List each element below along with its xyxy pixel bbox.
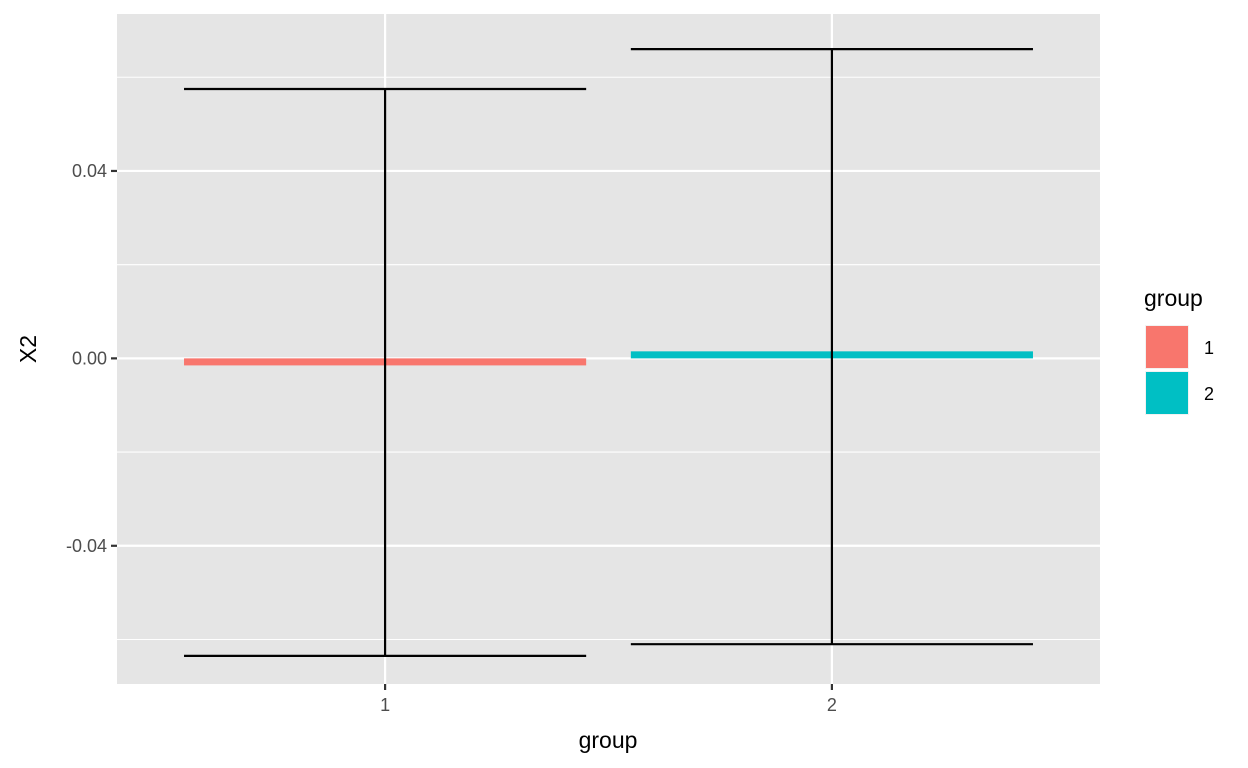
- error-bars: [184, 48, 1033, 657]
- y-axis: -0.04 0.00 0.04: [66, 161, 117, 556]
- y-tick-label: -0.04: [66, 536, 107, 556]
- y-tick-label: 0.00: [72, 348, 107, 368]
- legend-label: 2: [1204, 384, 1214, 404]
- legend-swatch: [1146, 326, 1188, 368]
- y-axis-title: X2: [15, 335, 41, 363]
- legend-label: 1: [1204, 338, 1214, 358]
- x-tick-label: 2: [827, 695, 837, 715]
- plot-panel: [117, 14, 1100, 684]
- legend-title: group: [1144, 285, 1203, 311]
- x-tick-label: 1: [380, 695, 390, 715]
- legend-swatch: [1146, 372, 1188, 414]
- y-tick-label: 0.04: [72, 161, 107, 181]
- x-axis-title: group: [579, 727, 638, 753]
- legend: group 1 2: [1144, 285, 1214, 415]
